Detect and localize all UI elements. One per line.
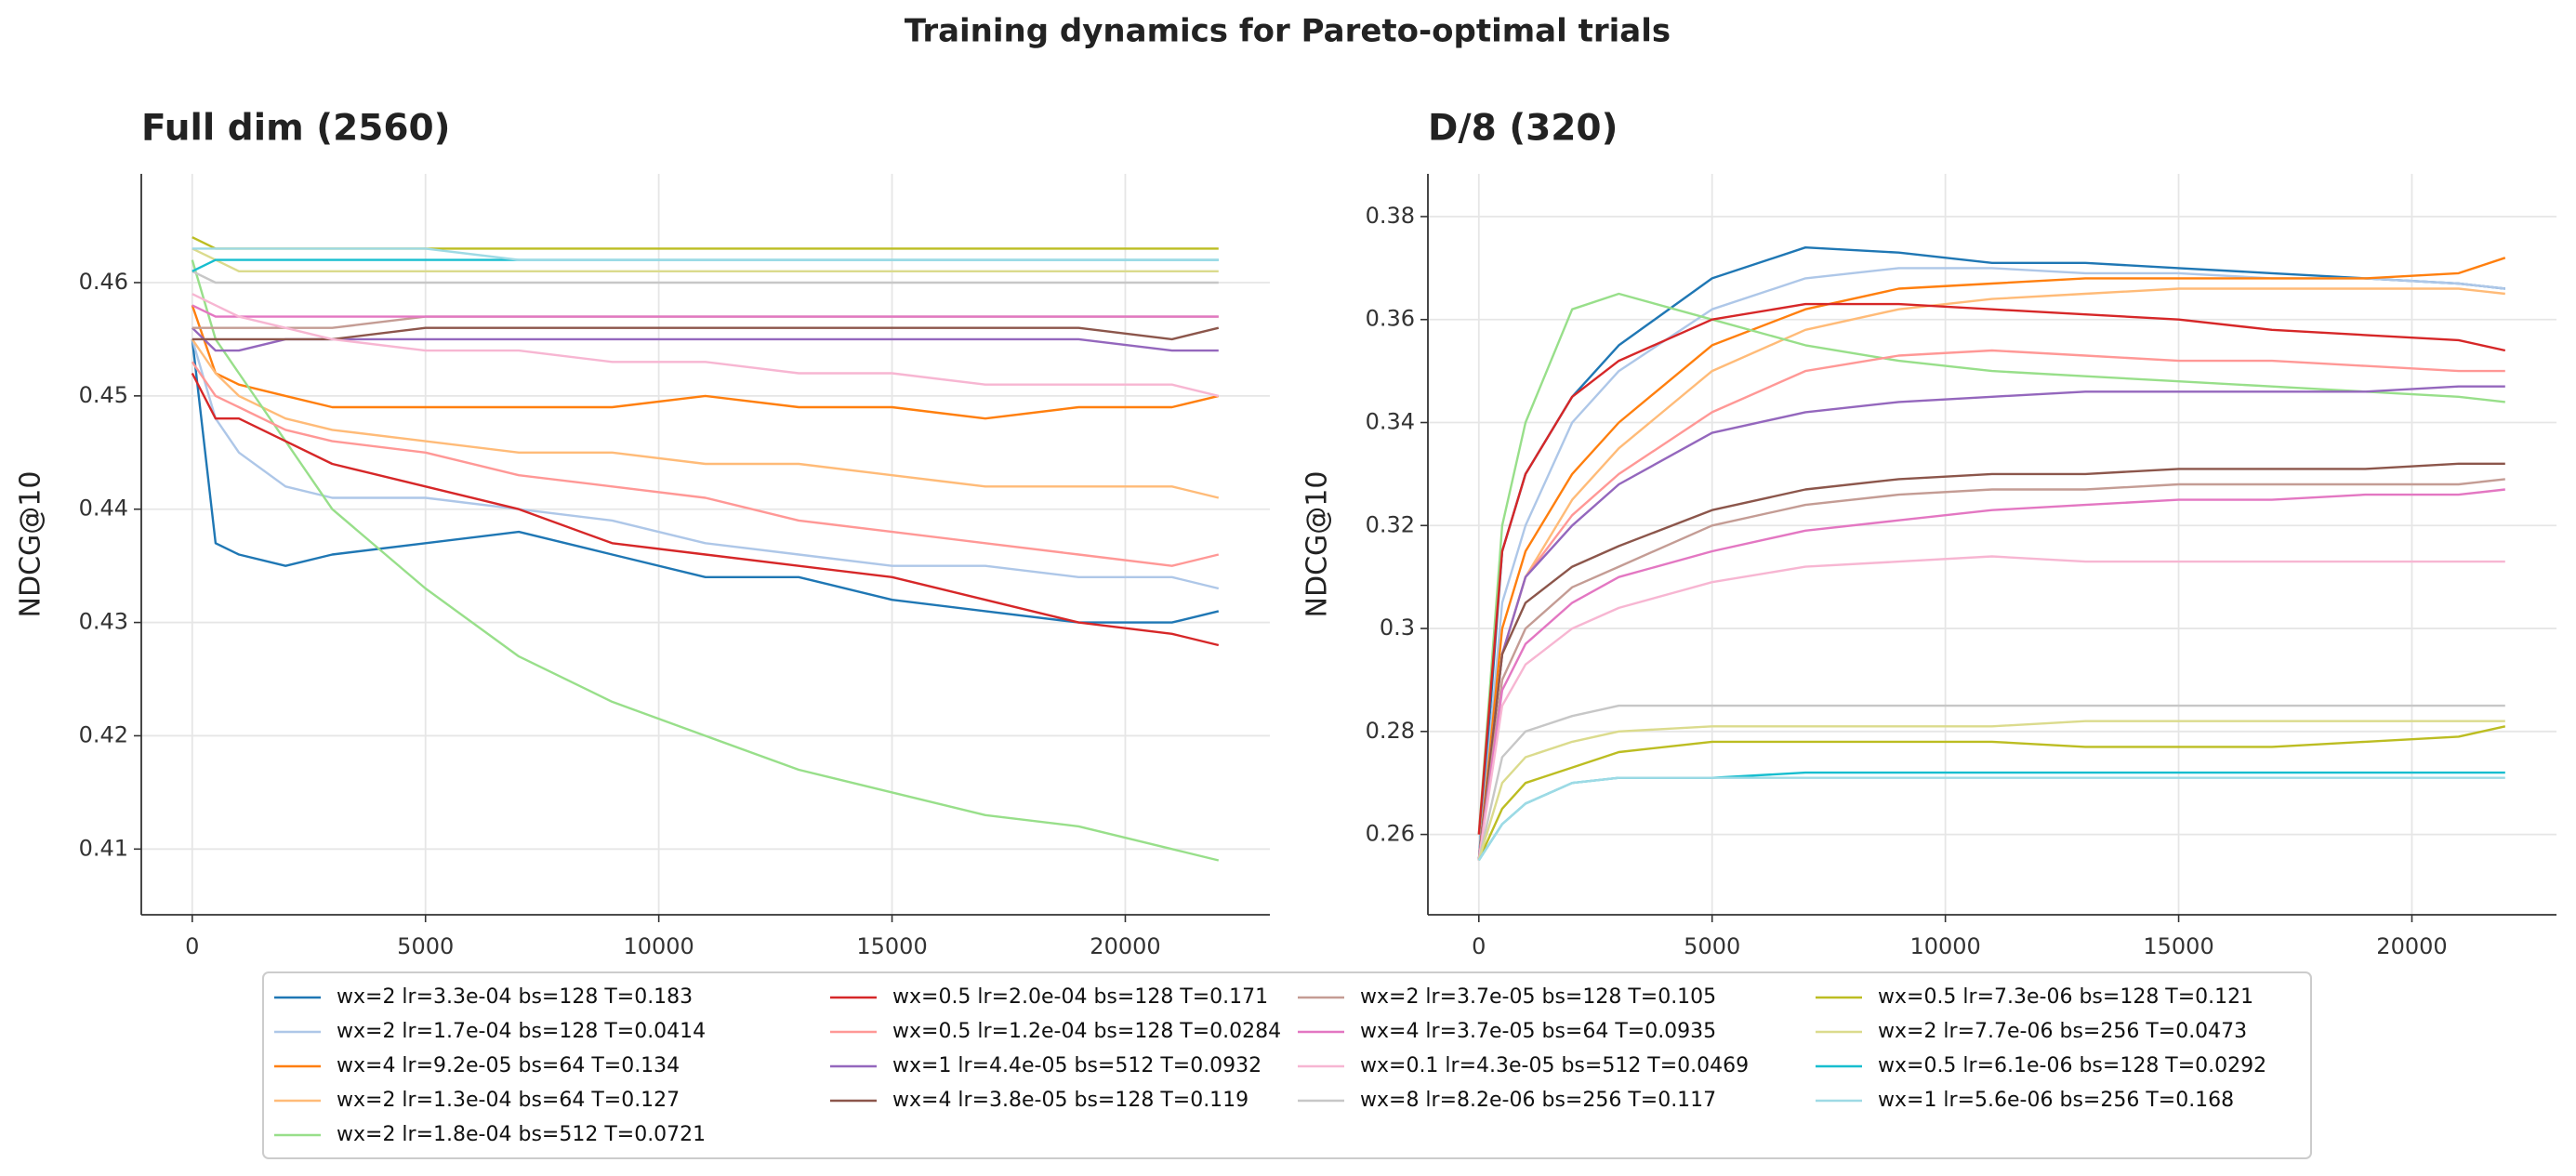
y-tick-label: 0.45 [79,382,128,408]
series-line [1477,488,2505,861]
legend-frame [262,971,2312,1159]
series-line [192,247,1219,261]
legend-label: wx=0.5 lr=1.2e-04 bs=128 T=0.0284 [892,1020,1281,1043]
x-tick-label: 5000 [1684,933,1740,959]
series-line [1477,771,2505,861]
legend: wx=2 lr=3.3e-04 bs=128 T=0.183 wx=2 lr=1.… [262,971,2312,1159]
figure-title: Training dynamics for Pareto-optimal tri… [905,13,1671,50]
subplot: 0.41 0.42 0.43 0.44 0.45 0.46 0 5000 10000 15000 2… [15,108,1270,959]
x-tick-label: 15000 [2143,933,2213,959]
x-tick-label: 10000 [623,933,694,959]
series-line [191,361,1220,567]
series-line [1477,287,2505,861]
subplot-title: Full dim (2560) [141,108,450,150]
series-line [1477,720,2505,861]
series-line [191,372,1220,647]
series-line [192,326,1220,341]
y-tick-label: 0.3 [1380,614,1415,641]
x-tick-label: 5000 [397,933,454,959]
series-line [192,304,1219,318]
x-tick-label: 20000 [2376,933,2447,959]
legend-label: wx=0.1 lr=4.3e-05 bs=512 T=0.0469 [1360,1054,1749,1077]
x-tick-label: 10000 [1909,933,1980,959]
series-line [192,258,1219,272]
series-line [1477,385,2505,861]
series-line [192,270,1219,284]
x-tick-label: 20000 [1090,933,1160,959]
legend-label: wx=2 lr=1.7e-04 bs=128 T=0.0414 [337,1020,706,1043]
y-tick-label: 0.28 [1366,718,1415,744]
series-line [1477,462,2505,861]
y-tick-label: 0.38 [1366,203,1415,229]
series-line [191,338,1220,590]
legend-label: wx=4 lr=3.8e-05 bs=128 T=0.119 [892,1089,1248,1112]
series-line [191,338,1220,499]
y-tick-label: 0.36 [1366,306,1415,332]
series-line [191,305,1220,420]
legend-label: wx=2 lr=1.8e-04 bs=512 T=0.0721 [337,1123,706,1146]
legend-label: wx=8 lr=8.2e-06 bs=256 T=0.117 [1360,1089,1716,1112]
x-tick-label: 0 [1472,933,1486,959]
series-line [1477,704,2505,861]
series-line [1477,725,2506,861]
subplot: 0.26 0.28 0.3 0.32 0.34 0.36 0.38 0 5000 10000 150… [1301,108,2556,959]
subplot-title: D/8 (320) [1428,108,1618,150]
series-line [1477,267,2505,861]
series-line [191,259,1220,862]
legend-label: wx=1 lr=4.4e-05 bs=512 T=0.0932 [892,1054,1262,1077]
legend-label: wx=0.5 lr=6.1e-06 bs=128 T=0.0292 [1878,1054,2266,1077]
series-line [1477,257,2506,861]
y-tick-label: 0.32 [1366,511,1415,537]
series-line [192,315,1219,329]
y-tick-label: 0.34 [1366,409,1415,435]
y-tick-label: 0.26 [1366,821,1415,847]
legend-label: wx=0.5 lr=2.0e-04 bs=128 T=0.171 [892,985,1268,1009]
series-line [192,247,1219,272]
series-line [1477,292,2505,835]
y-axis-label: NDCG@10 [1301,471,1334,618]
y-tick-label: 0.44 [79,496,128,522]
y-tick-label: 0.41 [79,835,128,861]
series-line [1477,776,2505,861]
legend-label: wx=0.5 lr=7.3e-06 bs=128 T=0.121 [1878,985,2253,1009]
series-line [192,293,1220,398]
series-line [1477,246,2505,861]
legend-label: wx=4 lr=3.7e-05 bs=64 T=0.0935 [1360,1020,1716,1043]
y-tick-label: 0.46 [79,269,128,295]
y-tick-label: 0.42 [79,721,128,747]
series-line [1477,478,2505,861]
legend-label: wx=2 lr=1.3e-04 bs=64 T=0.127 [337,1089,680,1112]
legend-label: wx=1 lr=5.6e-06 bs=256 T=0.168 [1878,1089,2234,1112]
x-tick-label: 15000 [856,933,927,959]
legend-label: wx=2 lr=3.7e-05 bs=128 T=0.105 [1360,985,1716,1009]
legend-label: wx=4 lr=9.2e-05 bs=64 T=0.134 [337,1054,680,1077]
x-tick-label: 0 [185,933,199,959]
legend-label: wx=2 lr=3.3e-04 bs=128 T=0.183 [337,985,693,1009]
series-line [191,338,1220,624]
y-tick-label: 0.43 [79,609,128,635]
series-line [1477,349,2505,861]
series-line [191,326,1219,352]
legend-label: wx=2 lr=7.7e-06 bs=256 T=0.0473 [1878,1020,2247,1043]
series-line [1477,555,2505,861]
series-line [1477,302,2506,835]
series-line [192,236,1219,250]
y-axis-label: NDCG@10 [15,471,47,618]
